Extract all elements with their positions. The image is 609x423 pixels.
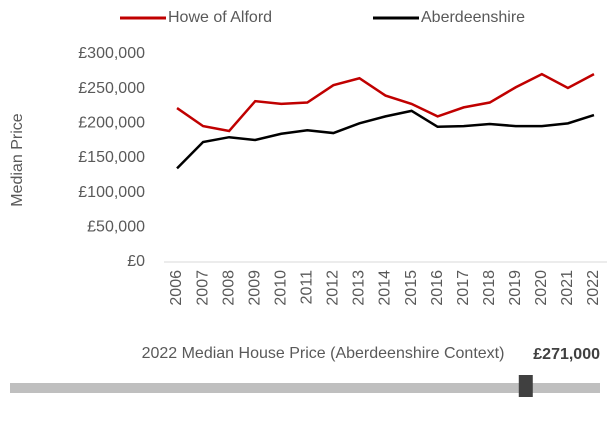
y-tick-label: £200,000	[78, 115, 145, 132]
x-tick-label: 2012	[325, 270, 342, 306]
x-tick-label: 2017	[455, 270, 472, 306]
x-tick-label: 2019	[507, 270, 524, 306]
x-tick-label: 2018	[481, 270, 498, 306]
x-tick-label: 2020	[533, 270, 550, 306]
y-tick-label: £150,000	[78, 149, 145, 166]
x-tick-label: 2022	[585, 270, 602, 306]
x-tick-label: 2008	[220, 270, 237, 306]
indicator-title: 2022 Median House Price (Aberdeenshire C…	[142, 345, 505, 362]
y-tick-label: £0	[127, 253, 145, 270]
y-axis-label: Median Price	[9, 113, 26, 206]
y-tick-label: £100,000	[78, 184, 145, 201]
y-tick-label: £50,000	[87, 219, 145, 236]
x-tick-label: 2011	[299, 270, 316, 305]
x-tick-label: 2016	[429, 270, 446, 306]
x-tick-label: 2015	[403, 270, 420, 306]
legend-label: Aberdeenshire	[421, 9, 525, 26]
indicator-marker	[518, 375, 533, 397]
y-tick-label: £300,000	[78, 45, 145, 62]
x-tick-label: 2006	[168, 270, 185, 306]
x-tick-label: 2013	[351, 270, 368, 306]
indicator-value-label: £271,000	[533, 346, 600, 363]
y-tick-label: £250,000	[78, 80, 145, 97]
line-series	[176, 109, 595, 170]
line-series	[176, 72, 595, 133]
x-tick-label: 2007	[194, 270, 211, 306]
legend-label: Howe of Alford	[168, 9, 272, 26]
x-tick-label: 2021	[559, 270, 576, 306]
x-tick-label: 2014	[377, 270, 394, 306]
x-tick-label: 2009	[246, 270, 263, 306]
x-tick-label: 2010	[272, 270, 289, 306]
indicator-track	[10, 383, 600, 393]
